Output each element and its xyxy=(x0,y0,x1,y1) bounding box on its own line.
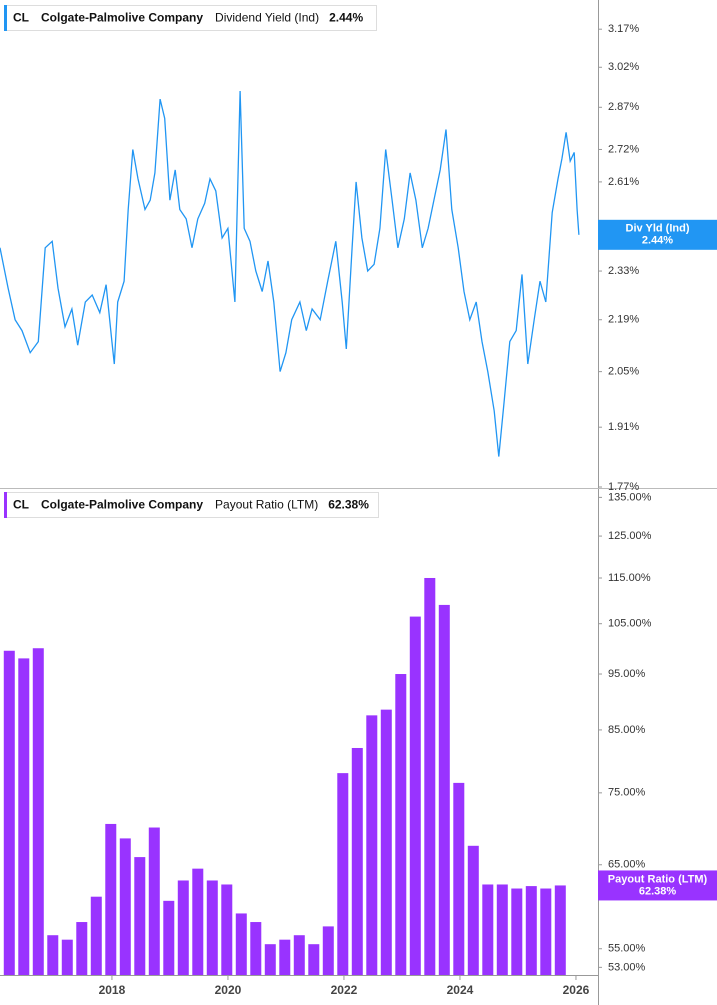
last-value-label: 62.38% xyxy=(639,885,677,897)
y-tick-label: 135.00% xyxy=(608,491,652,503)
bar xyxy=(337,773,349,975)
bar xyxy=(163,900,175,975)
y-tick-label: 2.61% xyxy=(608,176,639,188)
bar xyxy=(90,896,102,975)
x-tick-label: 2018 xyxy=(99,983,126,997)
bar xyxy=(482,884,494,975)
legend-last-value: 2.44% xyxy=(329,11,363,25)
bar xyxy=(351,747,363,975)
bar xyxy=(18,658,30,975)
y-tick-label: 115.00% xyxy=(608,572,651,584)
bar xyxy=(76,922,88,975)
legend-company: Colgate-Palmolive Company xyxy=(41,11,203,25)
bar xyxy=(395,674,407,975)
bar xyxy=(264,944,276,975)
legend-company: Colgate-Palmolive Company xyxy=(41,498,203,512)
y-tick-label: 125.00% xyxy=(608,530,652,542)
bar xyxy=(134,857,146,975)
y-tick-label: 2.87% xyxy=(608,101,639,113)
x-tick-label: 2026 xyxy=(563,983,590,997)
bar xyxy=(192,868,204,975)
bar xyxy=(61,939,73,975)
bar xyxy=(438,604,450,975)
bar xyxy=(467,845,479,975)
bar xyxy=(366,715,378,975)
y-tick-label: 1.77% xyxy=(608,481,639,493)
bar xyxy=(540,888,552,975)
y-tick-label: 65.00% xyxy=(608,859,646,871)
legend-series-name: Payout Ratio (LTM) xyxy=(215,498,318,512)
bar xyxy=(554,885,566,975)
bar xyxy=(511,888,523,975)
bar xyxy=(409,616,421,975)
bar xyxy=(322,926,334,975)
bar xyxy=(496,884,508,975)
y-tick-label: 2.33% xyxy=(608,265,639,277)
y-tick-label: 2.72% xyxy=(608,143,639,155)
bar xyxy=(235,913,247,975)
bar xyxy=(380,709,392,975)
bar xyxy=(206,880,218,975)
line-series xyxy=(0,90,580,457)
bar xyxy=(32,648,44,975)
bar xyxy=(47,935,59,975)
bar xyxy=(308,944,320,975)
bar xyxy=(3,650,15,975)
y-tick-label: 105.00% xyxy=(608,618,652,630)
y-tick-label: 53.00% xyxy=(608,961,646,973)
y-tick-label: 75.00% xyxy=(608,787,646,799)
y-tick-label: 85.00% xyxy=(608,724,646,736)
y-tick-label: 3.17% xyxy=(608,23,639,35)
last-value-label: 2.44% xyxy=(642,235,673,247)
legend-series-name: Dividend Yield (Ind) xyxy=(215,11,319,25)
y-tick-label: 95.00% xyxy=(608,668,646,680)
bar xyxy=(293,935,305,975)
bar xyxy=(453,782,465,975)
bar xyxy=(279,939,291,975)
legend-box xyxy=(4,492,379,518)
bar xyxy=(424,577,436,975)
bar xyxy=(250,922,262,975)
bar xyxy=(177,880,189,975)
bar xyxy=(525,886,537,975)
y-tick-label: 3.02% xyxy=(608,61,639,73)
y-tick-label: 1.91% xyxy=(608,421,639,433)
last-value-box xyxy=(598,870,717,901)
x-tick-label: 2020 xyxy=(215,983,242,997)
bar xyxy=(105,823,117,975)
y-tick-label: 2.19% xyxy=(608,314,639,326)
last-value-name: Payout Ratio (LTM) xyxy=(608,873,708,885)
last-value-name: Div Yld (Ind) xyxy=(626,223,690,235)
bar xyxy=(119,838,131,975)
legend-swatch xyxy=(4,5,7,31)
bar xyxy=(148,827,160,975)
last-value-box xyxy=(598,219,717,250)
legend-swatch xyxy=(4,492,7,518)
x-tick-label: 2024 xyxy=(447,983,474,997)
legend-ticker: CL xyxy=(13,11,29,25)
y-tick-label: 55.00% xyxy=(608,943,646,955)
bar xyxy=(221,884,233,975)
legend-ticker: CL xyxy=(13,498,29,512)
x-tick-label: 2022 xyxy=(331,983,358,997)
legend-last-value: 62.38% xyxy=(328,498,369,512)
y-tick-label: 2.05% xyxy=(608,366,639,378)
